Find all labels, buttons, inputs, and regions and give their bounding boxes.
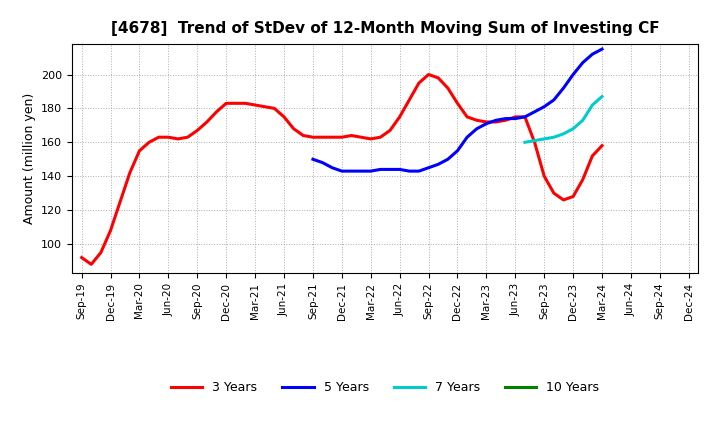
Line: 5 Years: 5 Years [313,49,602,171]
5 Years [559,85,568,91]
Y-axis label: Amount (million yen): Amount (million yen) [22,93,35,224]
5 Years [395,167,404,172]
3 Years [77,255,86,260]
Line: 3 Years: 3 Years [81,74,602,264]
5 Years [501,116,510,121]
7 Years [540,136,549,142]
5 Years [357,169,366,174]
5 Years [511,116,520,121]
5 Years [318,160,327,165]
3 Years [184,135,192,140]
5 Years [386,167,395,172]
5 Years [530,109,539,114]
5 Years [578,60,587,65]
7 Years [578,117,587,123]
7 Years [549,135,558,140]
5 Years [453,148,462,154]
5 Years [472,126,481,132]
3 Years [145,139,153,145]
3 Years [87,262,96,267]
5 Years [328,165,336,170]
5 Years [434,161,443,167]
7 Years [530,138,539,143]
Line: 7 Years: 7 Years [525,96,602,142]
3 Years [424,72,433,77]
7 Years [598,94,606,99]
5 Years [444,157,452,162]
5 Years [338,169,346,174]
3 Years [588,153,597,158]
3 Years [598,143,606,148]
5 Years [347,169,356,174]
3 Years [279,114,288,120]
5 Years [463,135,472,140]
5 Years [376,167,384,172]
5 Years [521,114,529,120]
7 Years [559,131,568,136]
5 Years [492,117,500,123]
5 Years [366,169,375,174]
3 Years [559,197,568,202]
5 Years [309,157,318,162]
5 Years [540,104,549,110]
5 Years [482,121,491,126]
5 Years [415,169,423,174]
3 Years [212,109,221,114]
7 Years [569,126,577,132]
7 Years [521,139,529,145]
Legend: 3 Years, 5 Years, 7 Years, 10 Years: 3 Years, 5 Years, 7 Years, 10 Years [166,376,604,399]
5 Years [405,169,413,174]
5 Years [424,165,433,170]
5 Years [588,51,597,57]
5 Years [549,97,558,103]
7 Years [588,103,597,108]
5 Years [569,72,577,77]
5 Years [598,47,606,52]
Title: [4678]  Trend of StDev of 12-Month Moving Sum of Investing CF: [4678] Trend of StDev of 12-Month Moving… [111,21,660,36]
